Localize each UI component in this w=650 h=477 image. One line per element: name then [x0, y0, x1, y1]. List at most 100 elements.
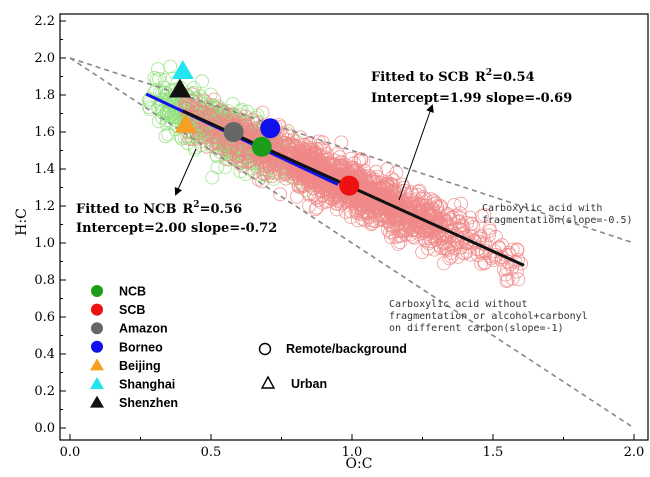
cloud-point-scb	[304, 143, 319, 157]
x-tick-label: 0.5	[201, 445, 222, 460]
cloud-point-scb	[440, 241, 455, 256]
cloud-point-scb	[191, 126, 206, 141]
cloud-point-scb	[511, 272, 526, 287]
cloud-point-scb	[482, 223, 497, 238]
ref-line-slope-half-label-1: Carboxylic acid with	[482, 203, 602, 214]
cloud-point-scb	[255, 105, 270, 120]
x-tick-label: 2.0	[624, 445, 645, 460]
cloud-point-ncb	[163, 59, 178, 74]
cloud-point-scb	[404, 197, 419, 211]
cloud-point-scb	[481, 228, 496, 243]
cloud-point-scb	[509, 264, 524, 279]
legend-label-amazon: Amazon	[119, 322, 168, 336]
scatter-clouds	[142, 59, 528, 289]
cloud-point-ncb	[234, 102, 249, 117]
cloud-point-scb	[358, 173, 373, 188]
reference-line-2	[69, 57, 635, 429]
site-markers	[168, 59, 360, 196]
cloud-point-scb	[359, 197, 374, 211]
legend-label-shenzhen: Shenzhen	[119, 396, 178, 410]
cloud-point-scb	[471, 248, 485, 263]
cloud-point-scb	[353, 152, 368, 166]
cloud-point-scb	[344, 161, 359, 176]
cloud-point-scb	[412, 183, 427, 198]
legend-swatch-shenzhen	[90, 395, 104, 408]
scb-fit-r-sup: 2	[486, 68, 492, 78]
cloud-point-scb	[205, 136, 220, 151]
cloud-point-scb	[296, 137, 311, 152]
cloud-point-scb	[437, 241, 452, 256]
cloud-point-scb	[442, 212, 457, 227]
cloud-point-scb	[505, 242, 520, 257]
cloud-point-scb	[323, 183, 338, 198]
cloud-point-scb	[219, 152, 234, 167]
x-tick-label: 1.0	[342, 445, 363, 460]
marker-shanghai	[171, 59, 194, 79]
y-tick-label: 0.6	[34, 310, 55, 325]
cloud-point-scb	[389, 211, 404, 226]
cloud-point-scb	[284, 137, 299, 151]
ncb-annotation-arrow	[174, 148, 197, 196]
cloud-point-scb	[452, 206, 467, 221]
x-tick-label: 0.0	[60, 445, 81, 460]
cloud-point-scb	[510, 243, 525, 258]
legend-swatch-beijing	[90, 358, 104, 371]
cloud-point-scb	[360, 206, 375, 221]
cloud-point-scb	[390, 185, 405, 200]
cloud-point-scb	[456, 220, 471, 235]
x-tick-label: 1.5	[483, 445, 504, 460]
cloud-point-ncb	[158, 129, 173, 144]
cloud-point-scb	[426, 193, 441, 208]
cloud-point-scb	[221, 107, 236, 122]
remote-marker-icon	[258, 342, 272, 356]
cloud-point-scb	[417, 231, 432, 246]
cloud-point-scb	[447, 198, 462, 212]
annotation-arrows	[174, 104, 434, 201]
legend: NCB SCB Amazon Borneo Beijing Shanghai Shenzhe…	[90, 285, 178, 410]
marker-ncb	[251, 136, 272, 157]
cloud-point-scb	[398, 227, 413, 242]
ncb-fit-annotation-line2: Intercept=2.00 slope=-0.72	[76, 221, 277, 236]
ref-line-slope-one-label-2: fragmentation or alcohol+carbonyl	[389, 311, 588, 322]
cloud-point-scb	[357, 203, 372, 218]
cloud-point-scb	[293, 146, 308, 161]
cloud-point-scb	[384, 177, 399, 191]
legend-swatch-shanghai	[90, 377, 104, 389]
cloud-point-scb	[450, 249, 465, 264]
cloud-point-scb	[353, 198, 368, 213]
cloud-point-scb	[350, 213, 365, 228]
legend-label-scb: SCB	[119, 303, 145, 317]
ref-line-slope-one-label-1: Carboxylic acid without	[389, 299, 527, 310]
cloud-point-scb	[321, 193, 336, 208]
scb-fit-annotation-line2: Intercept=1.99 slope=-0.69	[371, 91, 572, 106]
y-tick-label: 1.8	[34, 88, 55, 103]
cloud-point-scb	[292, 170, 307, 185]
cloud-point-ncb	[155, 110, 170, 125]
cloud-point-scb	[284, 129, 299, 144]
cloud-point-ncb	[158, 85, 173, 100]
ncb-fit-r: R	[182, 202, 193, 217]
y-tick-label: 0.8	[34, 273, 55, 288]
marker-beijing	[174, 113, 197, 133]
scb-annotation-arrow	[398, 104, 434, 201]
cloud-point-ncb	[147, 71, 162, 85]
cloud-point-ncb	[195, 74, 209, 89]
remote-marker-label: Remote/background	[286, 342, 407, 356]
cloud-point-scb	[330, 146, 345, 161]
cloud-point-scb	[255, 174, 270, 189]
cloud-point-scb	[432, 228, 447, 243]
cloud-point-scb	[446, 236, 460, 251]
y-tick-label: 0.4	[34, 347, 55, 362]
cloud-point-scb	[308, 146, 322, 161]
cloud-point-scb	[205, 98, 220, 112]
scb-fit-title: Fitted to SCB	[371, 70, 469, 85]
axis-ticks: 0.0 0.5 1.0 1.5 2.0 0.0 0.2 0.4 0.6 0.8 1.0 1.2 1.4 1…	[34, 14, 644, 460]
ncb-fit-annotation-line1: Fitted to NCB R2=0.56	[76, 200, 242, 217]
cloud-point-ncb	[149, 83, 164, 98]
ref-line-slope-one-label-3: on different carbon(slope=-1)	[389, 323, 564, 334]
cloud-point-ncb	[162, 98, 177, 113]
cloud-point-scb	[405, 229, 420, 244]
